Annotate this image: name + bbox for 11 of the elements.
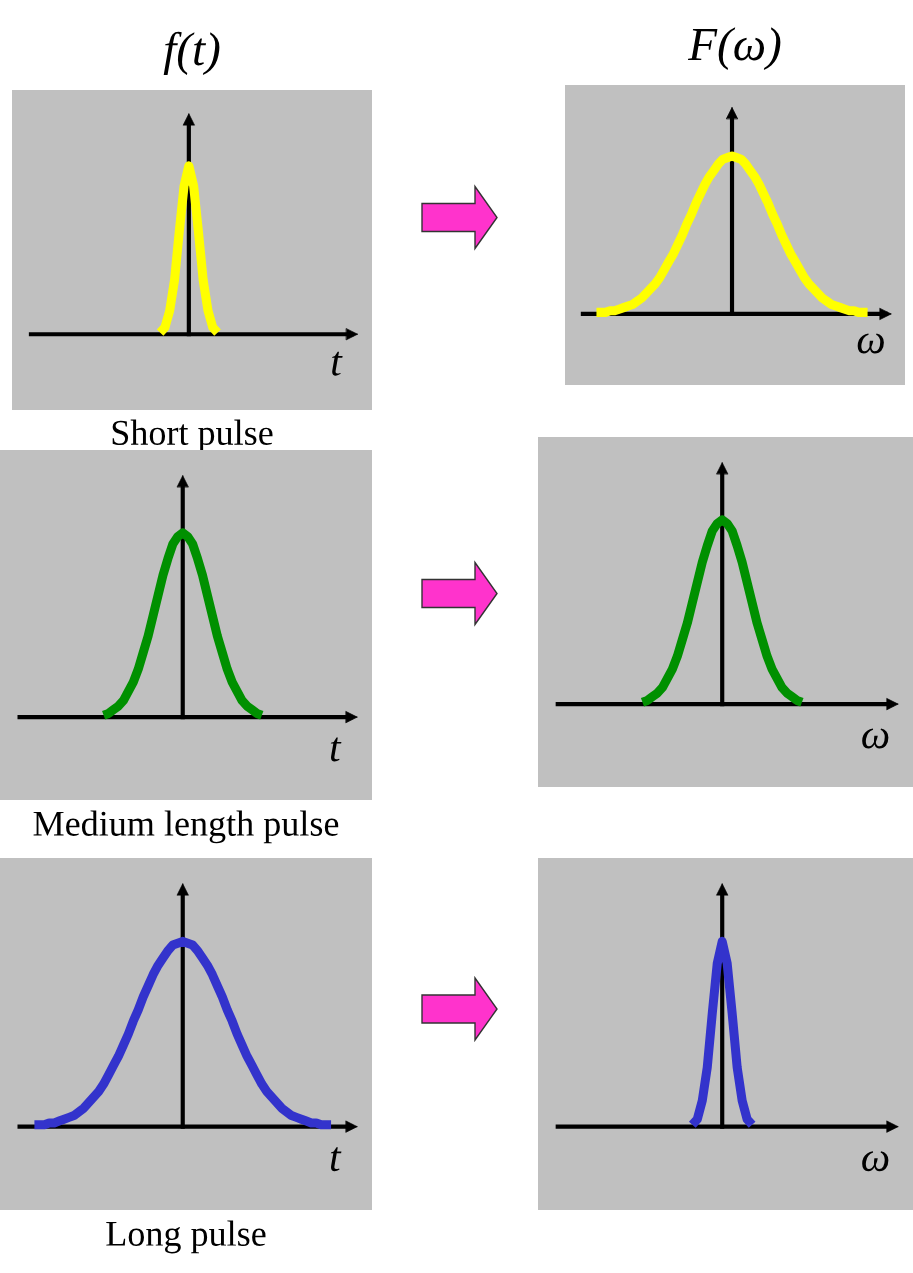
text: Short pulse <box>112 419 273 453</box>
x-axis-title: t <box>332 351 343 376</box>
chart-title: f(t) <box>163 31 220 76</box>
x-axis-title: t <box>330 737 342 762</box>
x-axis-title: ω <box>857 333 884 354</box>
chart-title: F(ω) <box>687 27 781 71</box>
text: Long pulse <box>106 1220 266 1254</box>
x-axis-title: ω <box>862 728 889 749</box>
x-axis-title: t <box>330 1147 342 1172</box>
x-axis-title: ω <box>862 1151 889 1172</box>
text: Medium length pulse <box>33 810 339 844</box>
